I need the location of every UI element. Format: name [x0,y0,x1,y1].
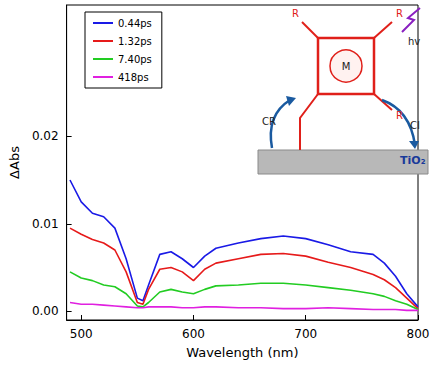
svg-text:500: 500 [70,327,93,341]
svg-text:0.44ps: 0.44ps [118,18,152,29]
svg-text:TiO₂: TiO₂ [400,154,426,167]
svg-text:CR: CR [262,116,276,127]
svg-text:1.32ps: 1.32ps [118,36,152,47]
svg-text:R: R [396,110,403,121]
svg-text:hv: hv [408,36,420,47]
svg-text:600: 600 [182,327,205,341]
svg-text:418ps: 418ps [118,72,149,83]
svg-text:M: M [342,61,351,72]
svg-text:CI: CI [410,120,420,131]
svg-text:Wavelength (nm): Wavelength (nm) [186,345,298,360]
svg-text:0.02: 0.02 [32,129,59,143]
svg-text:R: R [396,8,403,19]
svg-text:R: R [292,8,299,19]
svg-text:700: 700 [294,327,317,341]
svg-text:800: 800 [407,327,430,341]
svg-text:7.40ps: 7.40ps [118,54,152,65]
svg-text:ΔAbs: ΔAbs [7,146,22,179]
svg-text:0.01: 0.01 [32,217,59,231]
svg-text:0.00: 0.00 [32,304,59,318]
